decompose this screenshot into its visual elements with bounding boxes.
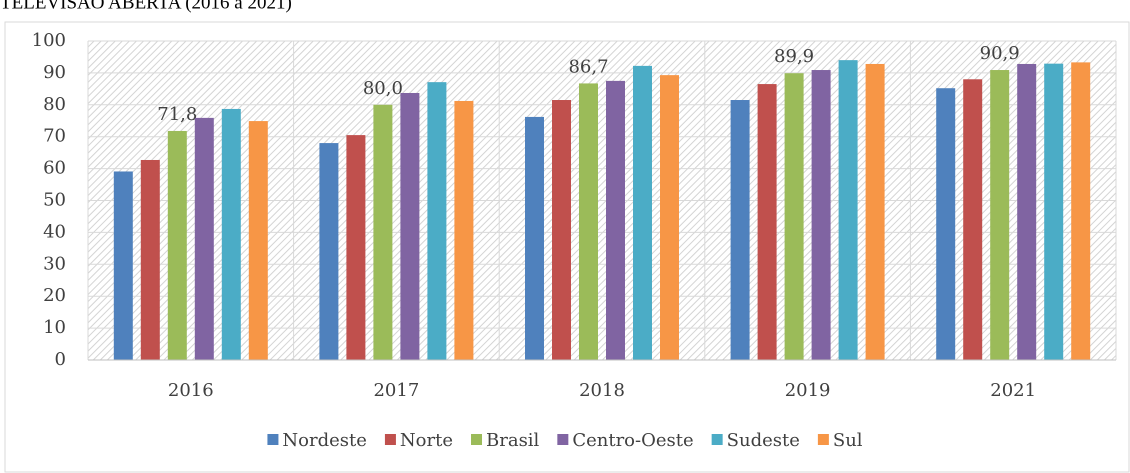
bar bbox=[400, 92, 420, 360]
y-tick-label: 70 bbox=[43, 126, 66, 147]
y-tick-label: 30 bbox=[43, 253, 66, 274]
bar bbox=[990, 70, 1010, 361]
chart-title: TELEVISÃO ABERTA (2016 a 2021) bbox=[0, 0, 292, 13]
legend-swatch bbox=[557, 434, 569, 445]
legend-label: Sul bbox=[833, 430, 863, 451]
bar bbox=[194, 117, 214, 360]
bar bbox=[606, 80, 625, 360]
legend-swatch bbox=[267, 434, 279, 445]
x-tick-label: 2019 bbox=[785, 380, 831, 401]
y-tick-label: 100 bbox=[32, 30, 66, 51]
bar bbox=[730, 100, 750, 360]
legend-label: Brasil bbox=[486, 430, 540, 451]
bar bbox=[838, 60, 858, 360]
y-tick-label: 0 bbox=[55, 349, 66, 370]
bar bbox=[113, 171, 133, 360]
x-tick-label: 2021 bbox=[990, 380, 1036, 401]
bar bbox=[167, 130, 187, 360]
bar bbox=[140, 159, 160, 360]
data-label: 90,9 bbox=[980, 43, 1020, 64]
bar bbox=[579, 83, 598, 360]
legend-swatch bbox=[384, 434, 396, 445]
bar bbox=[248, 121, 268, 360]
bar bbox=[865, 63, 885, 361]
bar bbox=[427, 82, 447, 360]
x-tick-label: 2017 bbox=[373, 380, 419, 401]
legend-label: Sudeste bbox=[727, 430, 800, 451]
bar bbox=[963, 79, 983, 360]
bar bbox=[1044, 63, 1064, 361]
bar bbox=[373, 104, 393, 360]
legend-swatch bbox=[817, 434, 829, 445]
legend-label: Nordeste bbox=[282, 430, 367, 451]
bar bbox=[346, 135, 366, 360]
bar bbox=[552, 100, 571, 360]
bar bbox=[454, 100, 474, 361]
x-tick-label: 2016 bbox=[168, 380, 214, 401]
bar bbox=[221, 108, 241, 361]
y-tick-label: 90 bbox=[43, 62, 66, 83]
legend-swatch bbox=[471, 434, 483, 445]
legend-label: Centro-Oeste bbox=[572, 430, 693, 451]
bar bbox=[1071, 62, 1091, 361]
y-tick-label: 50 bbox=[43, 190, 66, 211]
y-tick-label: 40 bbox=[43, 221, 66, 242]
data-label: 89,9 bbox=[774, 46, 814, 67]
y-tick-label: 60 bbox=[43, 158, 66, 179]
bar bbox=[660, 75, 679, 361]
data-label: 86,7 bbox=[568, 56, 608, 77]
bar bbox=[319, 143, 339, 360]
data-label: 80,0 bbox=[363, 78, 403, 99]
data-label: 71,8 bbox=[157, 104, 197, 125]
bar bbox=[757, 84, 777, 360]
bar bbox=[811, 70, 831, 361]
x-tick-label: 2018 bbox=[579, 380, 625, 401]
bar bbox=[784, 73, 804, 361]
y-tick-label: 80 bbox=[43, 94, 66, 115]
bar bbox=[525, 116, 544, 360]
y-tick-label: 10 bbox=[43, 317, 66, 338]
y-tick-label: 20 bbox=[43, 285, 66, 306]
bar bbox=[633, 65, 652, 360]
legend-label: Norte bbox=[400, 430, 453, 451]
legend-swatch bbox=[711, 434, 723, 445]
bar bbox=[1017, 63, 1037, 361]
bar bbox=[936, 88, 956, 360]
